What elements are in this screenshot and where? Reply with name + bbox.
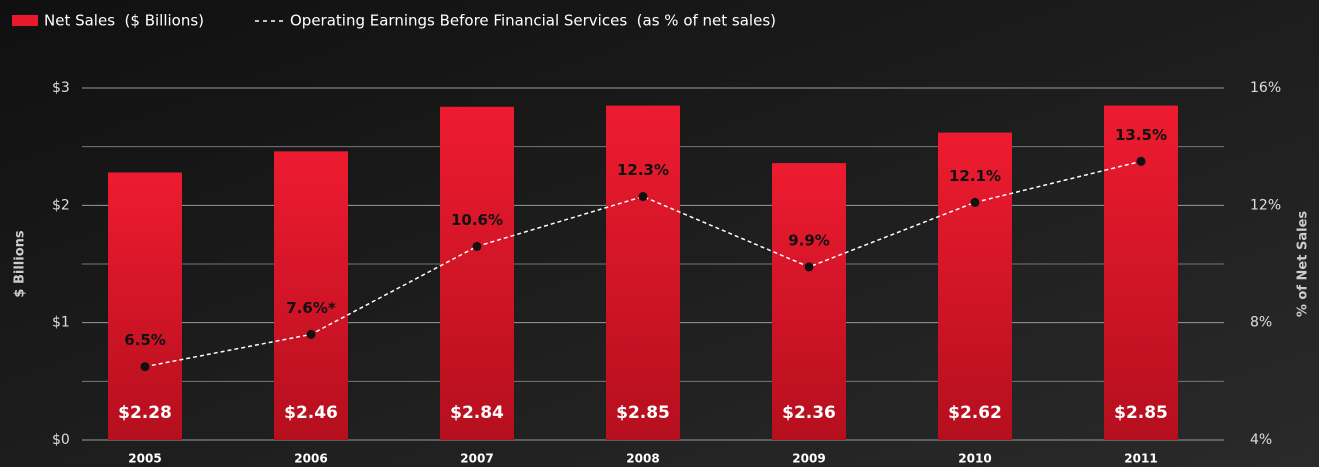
line-value-label: 10.6% <box>451 211 503 229</box>
bar <box>108 172 182 441</box>
bar <box>772 163 846 441</box>
bar-value-label: $2.85 <box>616 403 670 423</box>
line-point <box>1136 156 1146 166</box>
y2-tick-label: 16% <box>1250 80 1281 96</box>
line-point <box>970 197 980 207</box>
y2-axis-title: % of Net Sales <box>1296 211 1311 318</box>
bar-value-label: $2.28 <box>118 403 172 423</box>
x-tick-label: 2005 <box>128 452 161 466</box>
line-point <box>472 241 482 251</box>
line-point <box>140 362 150 372</box>
legend-label: Net Sales ($ Billions) <box>44 12 204 30</box>
bar-value-label: $2.62 <box>948 403 1002 423</box>
y2-tick-label: 12% <box>1250 197 1281 213</box>
bar <box>440 106 514 441</box>
line-point <box>804 262 814 272</box>
bar <box>606 105 680 440</box>
line-point <box>638 192 648 202</box>
x-tick-label: 2007 <box>460 452 493 466</box>
y-tick-label: $3 <box>52 80 70 96</box>
bar <box>938 132 1012 440</box>
y-tick-label: $2 <box>52 197 70 213</box>
y-axis-title: $ Billions <box>13 230 28 297</box>
line-value-label: 12.3% <box>617 161 669 179</box>
x-tick-label: 2011 <box>1124 452 1157 466</box>
x-tick-label: 2008 <box>626 452 659 466</box>
legend-label: Operating Earnings Before Financial Serv… <box>290 12 776 30</box>
x-tick-label: 2006 <box>294 452 327 466</box>
line-value-label: 13.5% <box>1115 126 1167 144</box>
bar <box>1104 105 1178 440</box>
bar-value-label: $2.85 <box>1114 403 1168 423</box>
legend-swatch <box>12 15 38 26</box>
bar-value-label: $2.84 <box>450 403 504 423</box>
y2-tick-label: 8% <box>1250 315 1272 331</box>
line-value-label: 12.1% <box>949 167 1001 185</box>
y-tick-label: $0 <box>52 432 70 448</box>
bar-value-label: $2.46 <box>284 403 338 423</box>
line-value-label: 7.6%* <box>286 299 336 317</box>
y-tick-label: $1 <box>52 315 70 331</box>
bar <box>274 151 348 441</box>
x-tick-label: 2009 <box>792 452 825 466</box>
line-value-label: 6.5% <box>124 331 166 349</box>
y2-tick-label: 4% <box>1250 432 1272 448</box>
x-tick-label: 2010 <box>958 452 991 466</box>
line-value-label: 9.9% <box>788 231 830 249</box>
line-point <box>306 329 316 339</box>
bar-value-label: $2.36 <box>782 403 836 423</box>
